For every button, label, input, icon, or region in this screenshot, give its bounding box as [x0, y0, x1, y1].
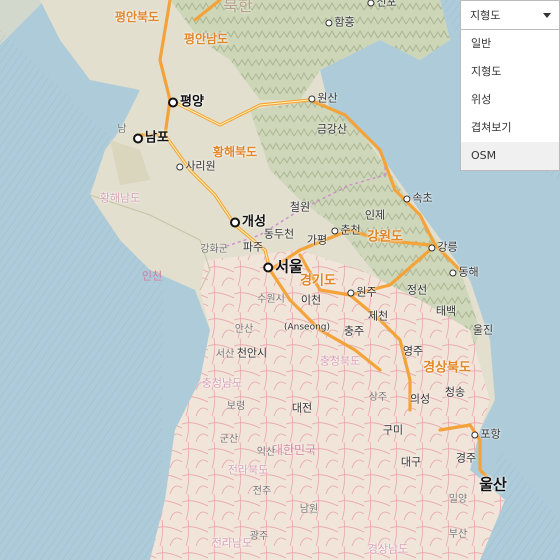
city-inje: 인제 [364, 208, 386, 222]
province-label-gyeongbuk: 경상북도 [423, 360, 471, 376]
city-marker-icon [331, 227, 339, 234]
city-dongducheon: 동두천 [263, 227, 295, 241]
city-cheorwon: 철원 [289, 200, 311, 214]
place-suwon: 수원시 [257, 294, 285, 305]
city-marker-icon [428, 244, 436, 251]
map-type-option-satellite[interactable]: 위성 [471, 93, 492, 106]
city-marker-icon [308, 95, 316, 102]
city-gapyeong: 가평 [306, 233, 328, 247]
province-label-chungnam: 충청남도 [201, 376, 243, 390]
city-uljin: 울진 [472, 323, 494, 337]
map-type-option-terrain[interactable]: 지형도 [471, 65, 502, 78]
province-label-hwanghae-nam: 황해남도 [99, 191, 141, 205]
city-daejeon: 대전 [291, 401, 313, 415]
city-icheon: 이천 [300, 293, 322, 307]
city-sokcho: 속초 [403, 193, 433, 204]
city-pyongyang: 평양 [168, 96, 204, 109]
city-cheonan: 천안시 [236, 346, 268, 360]
province-label-jeonnam: 전라남도 [211, 536, 253, 550]
province-label-gyeongnam: 경상남도 [367, 542, 409, 556]
map-type-menu: 일반 지형도 위성 겹쳐보기 OSM [460, 30, 560, 171]
city-anseong: (Anseong) [283, 322, 331, 333]
city-gangneung: 강릉 [428, 242, 458, 253]
province-label-gangwon: 강원도 [367, 229, 403, 245]
city-uiseong: 의성 [409, 392, 431, 406]
place-jeonju: 전주 [252, 486, 272, 497]
place-iksan: 익산 [256, 447, 276, 458]
province-label-pyeongbuk: 평안북도 [114, 10, 160, 24]
city-geumgangsan: 금강산 [316, 122, 348, 136]
place-busan: 부산 [448, 529, 468, 540]
place-ansan: 안산 [234, 324, 254, 335]
city-wonju: 원주 [347, 287, 377, 298]
map-type-option-general[interactable]: 일반 [471, 37, 492, 50]
province-label-jeonbuk: 전라북도 [227, 463, 269, 477]
sea-label-incheon: 인천 [141, 269, 163, 283]
city-pohang: 포항 [471, 429, 501, 440]
province-label-pyeongnam: 평안남도 [183, 32, 229, 46]
city-sariwon: 사리원 [176, 161, 216, 172]
city-chuncheon: 춘천 [331, 225, 361, 236]
map-type-option-osm[interactable]: OSM [461, 142, 559, 170]
country-label-north: 북한 [223, 0, 253, 15]
city-marker-icon [176, 163, 184, 170]
city-jeongseon: 정선 [406, 283, 428, 297]
province-label-gyeonggi: 경기도 [300, 273, 336, 289]
city-chungju: 충주 [343, 324, 365, 338]
place-sangju: 상주 [368, 392, 388, 403]
city-gumi: 구미 [382, 423, 404, 437]
city-marker-icon [367, 0, 375, 6]
city-marker-icon [347, 289, 355, 296]
city-marker-icon [133, 133, 144, 143]
province-label-chungbuk: 충청북도 [319, 354, 361, 368]
city-gyeongju: 경주 [455, 451, 477, 465]
place-ganghwa: 강화군 [200, 244, 228, 255]
place-gwangju: 광주 [249, 531, 269, 542]
map-type-option-hybrid[interactable]: 겹쳐보기 [471, 121, 512, 134]
place-namwon: 남원 [299, 504, 319, 515]
map-type-dropdown[interactable]: 지형도 [460, 0, 560, 30]
city-ulsan: 울산 [479, 475, 507, 494]
city-nampo: 남포 [133, 132, 169, 145]
city-paju: 파주 [242, 240, 264, 254]
place-seosan: 서산 [215, 349, 235, 360]
map-type-selected-label: 지형도 [470, 9, 501, 22]
city-marker-icon [230, 217, 241, 227]
chevron-down-icon [543, 12, 551, 18]
place-boryeong: 보령 [226, 401, 246, 412]
city-seoul: 서울 [263, 259, 303, 275]
city-jecheon: 제천 [367, 309, 389, 323]
city-daegu: 대구 [400, 455, 422, 469]
city-marker-icon [471, 431, 479, 438]
city-donghae: 동해 [449, 267, 479, 278]
city-kaesong: 개성 [230, 216, 266, 229]
city-hamhung: 함흥 [325, 17, 355, 28]
city-marker-icon [325, 19, 333, 26]
place-gunsan: 군산 [219, 434, 239, 445]
map-type-selector: 지형도 일반 지형도 위성 겹쳐보기 OSM [460, 0, 560, 171]
city-marker-icon [168, 97, 179, 107]
place-miryang: 밀양 [448, 494, 468, 505]
city-marker-icon [263, 262, 274, 272]
country-label-south: 대한민국 [271, 443, 317, 457]
city-marker-icon [449, 269, 457, 276]
city-cheongsong: 청송 [444, 385, 466, 399]
city-marker-icon [403, 195, 411, 202]
place-nam: 남 [117, 124, 127, 135]
city-wonsan: 원산 [308, 93, 338, 104]
city-yeongju: 영주 [402, 344, 424, 358]
province-label-hwanghae: 황해북도 [212, 145, 258, 159]
city-sinpo: 신포 [367, 0, 397, 8]
city-taebaek: 태백 [435, 304, 457, 318]
